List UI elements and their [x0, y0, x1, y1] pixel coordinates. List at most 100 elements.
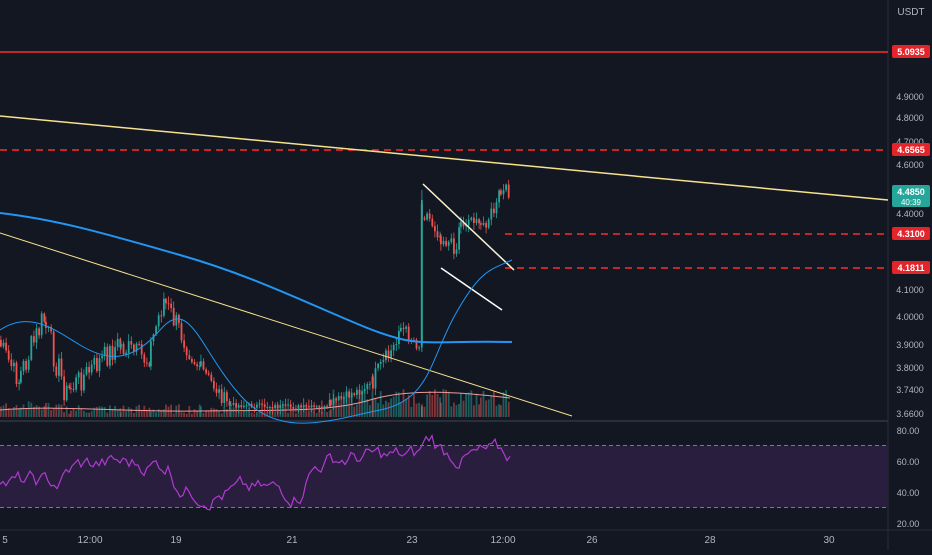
candlesticks: [0, 179, 510, 415]
candle-body: [274, 405, 276, 409]
volume-bar: [98, 406, 101, 417]
price-badge-text: 5.0935: [897, 47, 925, 57]
time-tick-label: 5: [2, 535, 8, 546]
candle-body: [263, 404, 266, 408]
candle-body: [330, 400, 332, 406]
candle-body: [198, 365, 201, 367]
candle-body: [143, 354, 146, 363]
rsi-line: [0, 433, 511, 511]
axes: 4.9000 4.8000 4.7000 4.6000 4.4000 4.1000 4.00…: [2, 45, 930, 546]
candle-body: [120, 343, 122, 348]
price-tick-label: 4.0000: [896, 312, 924, 322]
price-tick-label: 4.7000: [896, 137, 924, 147]
volume-bar: [191, 413, 193, 417]
candle-body: [165, 298, 167, 304]
volume-bar: [287, 412, 289, 417]
volume-bar: [93, 407, 96, 417]
volume-bar: [478, 404, 480, 417]
candle-body: [440, 235, 442, 245]
candle-body: [323, 406, 326, 410]
candle-body: [98, 358, 101, 372]
price-tick-label: 4.8000: [896, 113, 924, 123]
price-badge-level-43100: [892, 227, 930, 240]
candle-body: [111, 346, 114, 360]
rsi-indicator: [0, 433, 511, 511]
volume-bar: [358, 394, 361, 417]
candle-body: [361, 391, 363, 395]
volume-bar: [462, 400, 465, 417]
candle-body: [392, 344, 395, 351]
candle-body: [372, 376, 374, 389]
price-tick-label: 3.7400: [896, 385, 924, 395]
volume-bar: [103, 407, 106, 417]
volume-bar: [205, 410, 207, 417]
volume-bar: [27, 401, 30, 417]
volume-bar: [140, 409, 143, 417]
candle-body: [191, 358, 193, 363]
candle-body: [63, 376, 65, 401]
volume-bar: [35, 405, 38, 417]
volume-bar: [495, 405, 498, 417]
candle-body: [243, 405, 245, 408]
candle-body: [240, 405, 243, 408]
volume-bar: [127, 406, 130, 417]
volume-bar: [135, 406, 138, 417]
volume-bar: [60, 404, 63, 417]
time-tick-label: 26: [586, 535, 598, 546]
volume-bar: [407, 395, 410, 417]
candle-body: [460, 222, 462, 228]
candle-body: [101, 355, 103, 359]
candle-body: [152, 334, 155, 342]
volume-bar: [52, 408, 55, 417]
candle-body: [353, 393, 356, 396]
volume-bar: [47, 403, 50, 417]
volume-bar: [326, 412, 328, 417]
volume-bar: [363, 389, 366, 417]
price-tick-label: 4.1000: [896, 285, 924, 295]
candle-body: [266, 407, 269, 409]
volume-bar: [172, 413, 175, 417]
descending-trendline-upper: [0, 115, 889, 201]
candle-body: [348, 391, 350, 398]
volume-bar: [387, 402, 390, 417]
candle-body: [465, 225, 467, 227]
volume-bar: [50, 410, 52, 417]
volume-bar: [263, 409, 266, 417]
candle-body: [442, 240, 445, 245]
candle-body: [35, 328, 38, 343]
volume-bar: [470, 390, 473, 417]
price-pane[interactable]: [0, 0, 888, 420]
candle-body: [88, 366, 90, 373]
candle-body: [366, 384, 369, 390]
volume-bar: [77, 405, 80, 417]
volume-bar: [55, 404, 58, 417]
volume-bar: [85, 412, 88, 417]
price-badge-text: 4.4850: [897, 187, 925, 197]
volume-bar: [0, 406, 2, 417]
rsi-tick-label: 20.00: [897, 519, 920, 529]
candle-body: [500, 190, 502, 195]
candle-body: [390, 350, 392, 358]
volume-bar: [431, 394, 434, 417]
candle-body: [310, 405, 313, 408]
price-badge-level-46565: [892, 143, 930, 156]
rsi-tick-label: 60.00: [897, 457, 920, 467]
candle-body: [70, 387, 72, 389]
volume-bar: [215, 409, 218, 417]
volume-bar: [258, 411, 261, 417]
volume-bar: [382, 404, 385, 417]
volume-bar: [72, 408, 75, 417]
candle-body: [350, 393, 353, 398]
candle-body: [318, 406, 321, 408]
volume-bar: [313, 411, 315, 417]
volume-bar: [18, 408, 20, 417]
volume-bar: [200, 406, 202, 417]
candle-body: [140, 344, 143, 355]
volume-bar: [114, 406, 116, 417]
rsi-band-group: [0, 445, 888, 508]
candle-body: [167, 303, 170, 305]
volume-bar: [300, 407, 302, 417]
volume-bar: [266, 412, 269, 417]
